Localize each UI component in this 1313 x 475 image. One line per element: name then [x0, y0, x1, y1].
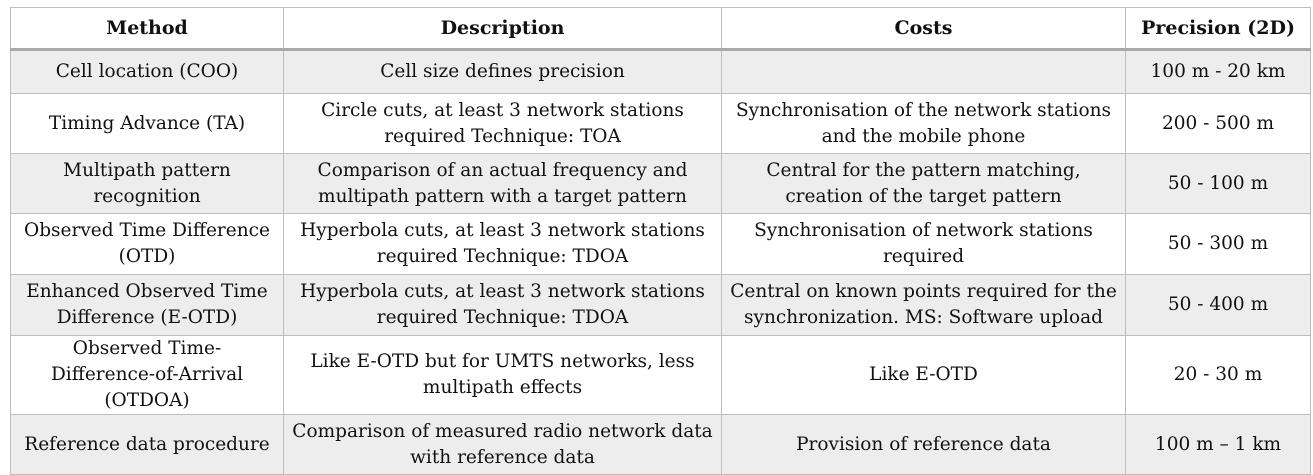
header-description: Description	[283, 7, 722, 51]
cell-description: Hyperbola cuts, at least 3 network stati…	[283, 274, 722, 336]
cell-costs: Central for the pattern matching, creati…	[721, 153, 1126, 214]
cell-precision: 50 - 400 m	[1125, 274, 1311, 336]
cell-precision: 100 m - 20 km	[1125, 49, 1311, 94]
cell-costs: Synchronisation of the network stations …	[721, 93, 1126, 154]
header-precision: Precision (2D)	[1125, 7, 1311, 51]
cell-costs: Central on known points required for the…	[721, 274, 1126, 336]
positioning-methods-table: Method Description Costs Precision (2D) …	[10, 7, 1311, 475]
cell-precision: 20 - 30 m	[1125, 335, 1311, 415]
cell-method: Observed Time- Difference-of-Arrival (OT…	[10, 335, 284, 415]
header-costs: Costs	[721, 7, 1126, 51]
cell-precision: 200 - 500 m	[1125, 93, 1311, 154]
cell-costs: Synchronisation of network stations requ…	[721, 213, 1126, 275]
cell-description: Comparison of measured radio network dat…	[283, 414, 722, 475]
cell-precision: 100 m – 1 km	[1125, 414, 1311, 475]
cell-method: Cell location (COO)	[10, 49, 284, 94]
table-row: Cell location (COO) Cell size defines pr…	[10, 49, 1311, 94]
cell-precision: 50 - 300 m	[1125, 213, 1311, 275]
cell-description: Cell size defines precision	[283, 49, 722, 94]
table-row: Multipath pattern recognition Comparison…	[10, 153, 1311, 214]
cell-precision: 50 - 100 m	[1125, 153, 1311, 214]
table-row: Reference data procedure Comparison of m…	[10, 414, 1311, 475]
cell-method: Reference data procedure	[10, 414, 284, 475]
cell-method: Enhanced Observed Time Difference (E-OTD…	[10, 274, 284, 336]
cell-costs: Like E-OTD	[721, 335, 1126, 415]
cell-description: Hyperbola cuts, at least 3 network stati…	[283, 213, 722, 275]
cell-description: Like E-OTD but for UMTS networks, less m…	[283, 335, 722, 415]
table-row: Enhanced Observed Time Difference (E-OTD…	[10, 274, 1311, 336]
cell-costs	[721, 49, 1126, 94]
cell-costs: Provision of reference data	[721, 414, 1126, 475]
table-row: Observed Time Difference (OTD) Hyperbola…	[10, 213, 1311, 275]
cell-method: Observed Time Difference (OTD)	[10, 213, 284, 275]
cell-method: Timing Advance (TA)	[10, 93, 284, 154]
table-row: Observed Time- Difference-of-Arrival (OT…	[10, 335, 1311, 415]
cell-description: Circle cuts, at least 3 network stations…	[283, 93, 722, 154]
table-row: Timing Advance (TA) Circle cuts, at leas…	[10, 93, 1311, 154]
header-method: Method	[10, 7, 284, 51]
cell-description: Comparison of an actual frequency and mu…	[283, 153, 722, 214]
table-header-row: Method Description Costs Precision (2D)	[10, 7, 1311, 51]
cell-method: Multipath pattern recognition	[10, 153, 284, 214]
